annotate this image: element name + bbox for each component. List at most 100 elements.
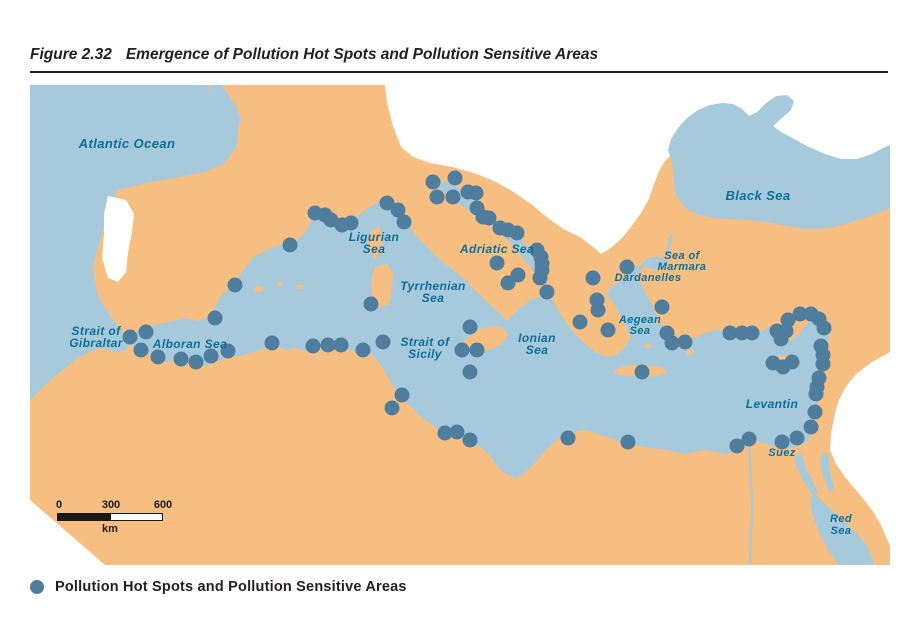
sea-label: Sea [422, 291, 445, 305]
pollution-hotspot-dot [138, 324, 154, 340]
title-divider [30, 71, 888, 73]
sea-label: Strait of [401, 335, 451, 349]
pollution-hotspot-dot [379, 195, 395, 211]
pollution-hotspot-dot [320, 337, 336, 353]
balearic-island [277, 282, 283, 286]
pollution-hotspot-dot [532, 270, 548, 286]
pollution-hotspot-dot [445, 189, 461, 205]
sea-label: Black Sea [725, 188, 790, 203]
scale-bar-unit: km [102, 523, 118, 535]
hotspot-dots [122, 170, 832, 454]
sea-of-marmara-shape [643, 257, 669, 269]
pollution-hotspot-dot [462, 432, 478, 448]
pollution-hotspot-dot [729, 438, 745, 454]
sea-label: Ionian [518, 331, 556, 345]
sea-label: Suez [768, 447, 795, 459]
sea-label: Sea [630, 325, 651, 337]
pollution-hotspot-dot [774, 434, 790, 450]
scale-tick: 600 [153, 499, 173, 511]
aegean-island [601, 339, 607, 343]
red-sea-shape [810, 494, 874, 565]
pollution-hotspot-dot [784, 354, 800, 370]
arabia-out-of-scope-region [830, 352, 890, 546]
pollution-hotspot-dot [447, 170, 463, 186]
aegean-island [655, 320, 661, 324]
scale-bar-ticks: 0 300 600 [56, 499, 172, 511]
legend-dot-icon [30, 580, 44, 594]
legend-label: Pollution Hot Spots and Pollution Sensit… [55, 579, 407, 595]
pollution-hotspot-dot [539, 284, 555, 300]
pollution-hotspot-dot [773, 331, 789, 347]
pollution-hotspot-dot [396, 214, 412, 230]
pollution-hotspot-dot [429, 189, 445, 205]
pollution-hotspot-dot [816, 320, 832, 336]
sea-label: Red [830, 513, 852, 525]
map-container: Atlantic Ocean Black Sea Strait of Gibralta… [30, 85, 890, 565]
gulf-of-suez-shape [794, 452, 818, 496]
pollution-hotspot-dot [454, 342, 470, 358]
pollution-hotspot-dot [677, 334, 693, 350]
sea-label: Aegean [618, 314, 661, 326]
pollution-hotspot-dot [188, 354, 204, 370]
pollution-hotspot-dot [619, 259, 635, 275]
pollution-hotspot-dot [741, 431, 757, 447]
sea-label: Ligurian [349, 230, 400, 244]
sea-label: Sicily [408, 347, 443, 361]
pollution-hotspot-dot [560, 430, 576, 446]
corner-cut-region [30, 500, 105, 565]
sea-label: Alboran Sea [152, 337, 227, 351]
mediterranean-sea-shape [126, 182, 829, 478]
black-sea-shape [668, 95, 890, 229]
figure-title: Figure 2.32 Emergence of Pollution Hot Sp… [30, 46, 598, 64]
pollution-hotspot-dot [510, 267, 526, 283]
pollution-hotspot-dot [462, 364, 478, 380]
sea-label: Adriatic Sea [459, 242, 534, 256]
pollution-hotspot-dot [375, 334, 391, 350]
sea-label: Strait of [72, 324, 122, 338]
pollution-hotspot-dot [590, 302, 606, 318]
aegean-island [619, 334, 625, 338]
pollution-hotspot-dot [620, 434, 636, 450]
pollution-hotspot-dot [227, 277, 243, 293]
pollution-hotspot-dot [425, 174, 441, 190]
channel-shape [210, 85, 241, 125]
pollution-hotspot-dot [133, 342, 149, 358]
corsica-island [368, 227, 383, 259]
scale-bar: 0 300 600 km [56, 499, 172, 535]
aegean-island [644, 344, 652, 348]
scale-tick: 300 [101, 499, 121, 511]
pollution-hotspot-dot [355, 342, 371, 358]
pollution-hotspot-dot [468, 185, 484, 201]
pollution-hotspot-dot [282, 237, 298, 253]
sea-label: Gibraltar [69, 336, 124, 350]
pollution-hotspot-dot [207, 310, 223, 326]
pollution-hotspot-dot [462, 319, 478, 335]
pollution-hotspot-dot [807, 404, 823, 420]
pollution-hotspot-dot [305, 338, 321, 354]
sea-label: Marmara [658, 261, 707, 273]
pollution-hotspot-dot [789, 430, 805, 446]
pollution-hotspot-dot [390, 202, 406, 218]
pollution-hotspot-dot [654, 299, 670, 315]
pollution-hotspot-dot [173, 351, 189, 367]
pollution-hotspot-dot [394, 387, 410, 403]
pollution-hotspot-dot [264, 335, 280, 351]
sea-label: Levantin [746, 397, 799, 411]
rhodes-island [686, 349, 694, 355]
legend: Pollution Hot Spots and Pollution Sensit… [30, 579, 407, 595]
pollution-hotspot-dot [585, 270, 601, 286]
figure-caption: Emergence of Pollution Hot Spots and Pol… [125, 46, 599, 63]
pollution-hotspot-dot [815, 356, 831, 372]
atlantic-ocean-shape [30, 85, 240, 400]
sardinia-island [371, 264, 393, 308]
pollution-hotspot-dot [437, 425, 453, 441]
pollution-hotspot-dot [803, 419, 819, 435]
pollution-hotspot-dot [634, 364, 650, 380]
aegean-island [609, 316, 615, 320]
pollution-hotspot-dot [744, 325, 760, 341]
pollution-hotspot-dot [122, 329, 138, 345]
sea-label: Sea [363, 242, 386, 256]
pollution-hotspot-dot [722, 325, 738, 341]
balearic-island [254, 286, 264, 292]
